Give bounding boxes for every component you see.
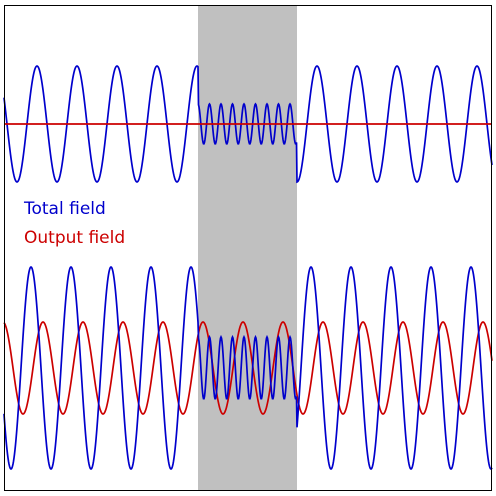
dielectric-slab — [198, 5, 297, 491]
legend-total-field: Total field — [23, 199, 106, 219]
legend-output-field: Output field — [24, 228, 125, 248]
top-total-field-wave — [3, 65, 493, 184]
bottom-total-field-wave — [3, 265, 493, 471]
bottom-output-field-wave — [3, 321, 493, 415]
figure-frame — [4, 5, 492, 491]
